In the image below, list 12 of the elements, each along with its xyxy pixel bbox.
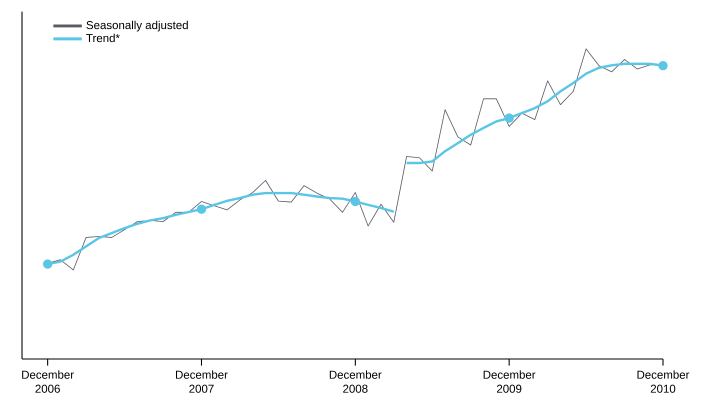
x-tick-label: December 2009	[484, 370, 536, 393]
point	[42, 259, 52, 269]
point	[658, 60, 668, 70]
x-tick-label: December 2008	[330, 370, 382, 393]
point	[350, 196, 360, 206]
point	[196, 204, 206, 214]
x-tick-label: December 2006	[22, 370, 74, 393]
x-tick-label: December 2010	[637, 370, 690, 393]
legend-label: Seasonally adjusted	[86, 20, 188, 32]
x-tick-label: December 2007	[176, 370, 228, 393]
point	[504, 113, 514, 123]
legend-label: Trend*	[86, 34, 120, 42]
